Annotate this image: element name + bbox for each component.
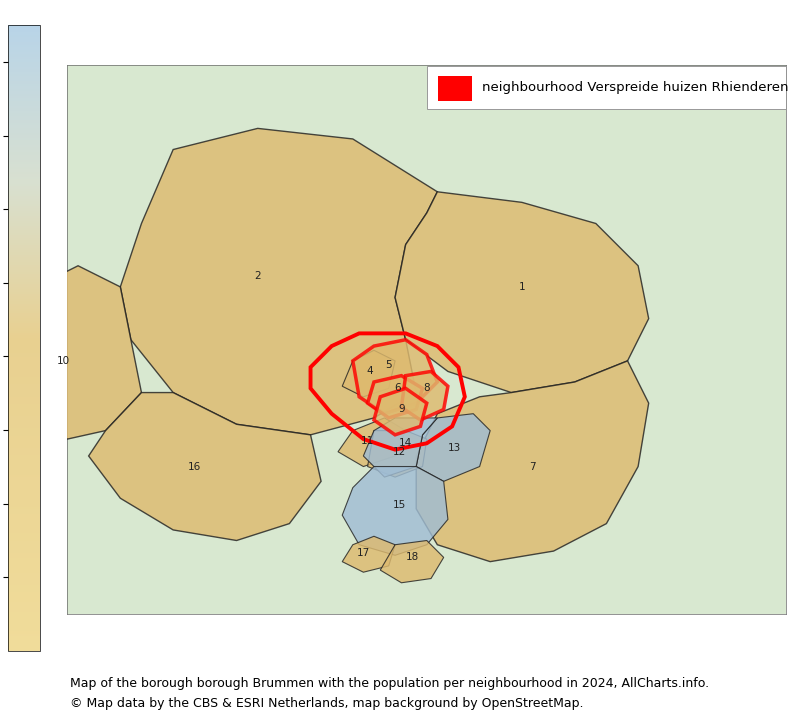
Text: 13: 13 — [448, 442, 461, 452]
Text: 4: 4 — [366, 367, 373, 377]
Text: 17: 17 — [357, 548, 370, 558]
Polygon shape — [368, 431, 426, 477]
Polygon shape — [338, 418, 406, 467]
Text: Map of the borough borough Brummen with the population per neighbourhood in 2024: Map of the borough borough Brummen with … — [70, 677, 709, 690]
Polygon shape — [353, 339, 437, 413]
FancyBboxPatch shape — [427, 66, 786, 109]
Polygon shape — [364, 418, 437, 477]
Text: 10: 10 — [56, 356, 70, 366]
Text: 7: 7 — [529, 462, 536, 472]
Polygon shape — [342, 350, 395, 397]
Polygon shape — [121, 129, 437, 435]
Text: 18: 18 — [406, 552, 418, 562]
Text: 5: 5 — [385, 360, 392, 370]
Text: 1: 1 — [518, 282, 525, 292]
Polygon shape — [374, 388, 426, 435]
Polygon shape — [380, 541, 444, 583]
Text: 8: 8 — [423, 383, 430, 393]
Polygon shape — [342, 467, 448, 555]
Polygon shape — [402, 372, 448, 420]
Text: 11: 11 — [361, 436, 374, 446]
Text: 9: 9 — [398, 405, 405, 414]
Polygon shape — [416, 413, 490, 481]
Polygon shape — [416, 361, 649, 562]
Text: 12: 12 — [393, 446, 406, 457]
Polygon shape — [89, 393, 321, 541]
Bar — [437, 76, 472, 101]
Polygon shape — [368, 375, 422, 418]
Text: 15: 15 — [393, 500, 406, 510]
Text: 6: 6 — [394, 383, 400, 393]
Text: © Map data by the CBS & ESRI Netherlands, map background by OpenStreetMap.: © Map data by the CBS & ESRI Netherlands… — [70, 697, 584, 710]
Polygon shape — [395, 192, 649, 393]
Text: 16: 16 — [187, 462, 201, 472]
Text: 2: 2 — [254, 271, 261, 281]
Text: neighbourhood Verspreide huizen Rhienderen: neighbourhood Verspreide huizen Rhiender… — [482, 81, 788, 94]
Text: 14: 14 — [399, 439, 412, 448]
Polygon shape — [342, 536, 395, 572]
Polygon shape — [8, 266, 141, 439]
